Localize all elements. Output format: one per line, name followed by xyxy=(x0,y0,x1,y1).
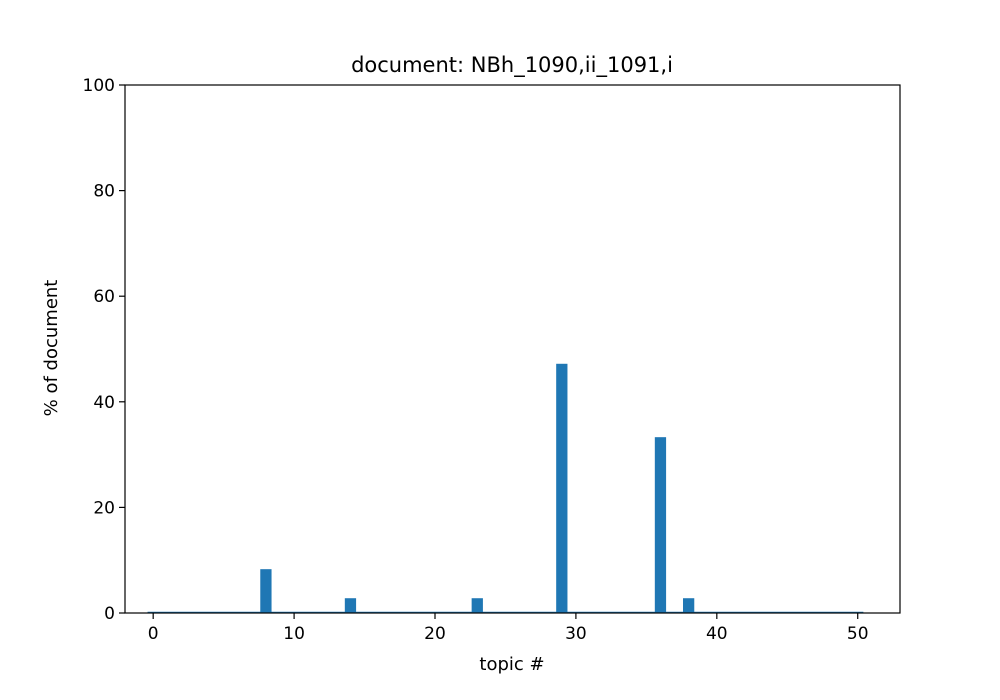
y-tick-label: 100 xyxy=(83,76,115,96)
y-tick-label: 60 xyxy=(93,287,115,307)
bar-topic-14 xyxy=(344,598,357,613)
x-axis-ticks: 0 10 20 30 40 50 xyxy=(148,613,869,644)
axes-frame xyxy=(124,84,901,614)
bar-topic-8 xyxy=(260,569,272,613)
y-axis-label: % of document xyxy=(41,280,62,417)
y-tick-label: 80 xyxy=(93,182,115,202)
bar-topic-36 xyxy=(654,437,667,613)
x-axis-label: topic # xyxy=(479,654,544,675)
bar-topic-38 xyxy=(683,598,695,613)
plot-area: 0 10 20 30 40 50 0 20 40 60 80 100 xyxy=(83,76,901,644)
x-tick-label: 30 xyxy=(565,624,587,644)
x-tick-label: 10 xyxy=(283,624,305,644)
x-tick-label: 40 xyxy=(706,624,728,644)
y-tick-label: 0 xyxy=(104,604,115,624)
y-tick-label: 40 xyxy=(93,393,115,413)
x-tick-label: 0 xyxy=(148,624,159,644)
bar-topic-23 xyxy=(471,598,483,613)
bar-topic-29 xyxy=(556,363,568,613)
bars xyxy=(260,363,695,613)
y-tick-label: 20 xyxy=(93,498,115,518)
x-tick-label: 20 xyxy=(424,624,446,644)
chart-title: document: NBh_1090,ii_1091,i xyxy=(351,53,673,78)
x-tick-label: 50 xyxy=(847,624,869,644)
y-axis-ticks: 0 20 40 60 80 100 xyxy=(83,76,125,624)
